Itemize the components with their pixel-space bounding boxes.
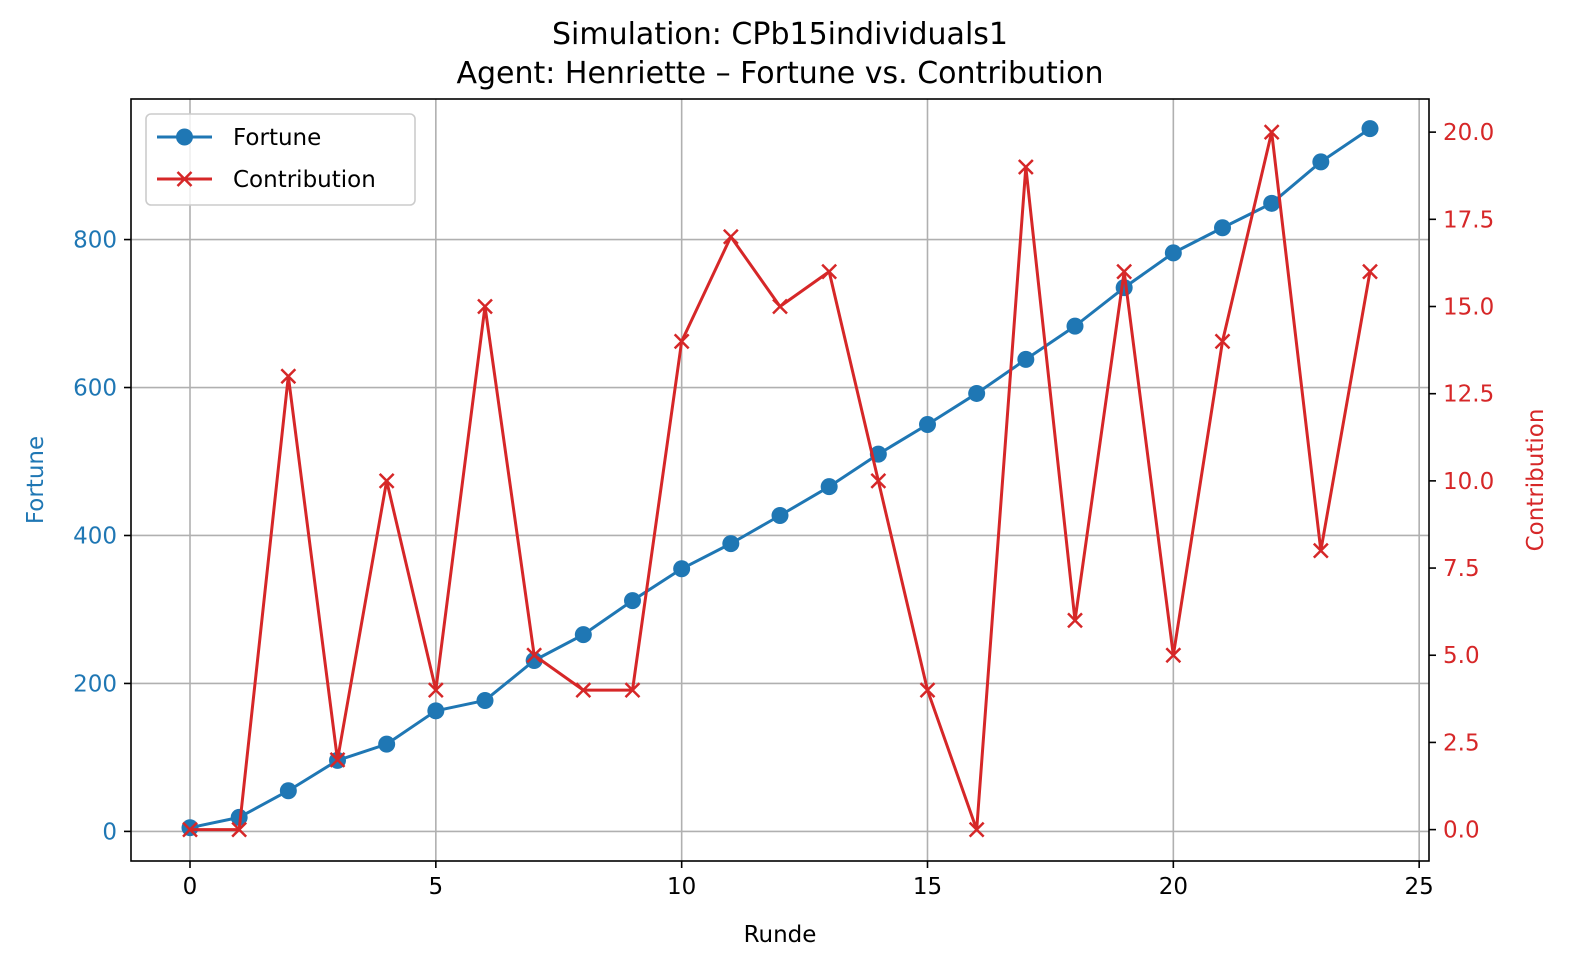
x-tick-label: 10	[667, 874, 696, 900]
y-left-tick-label: 800	[73, 228, 117, 254]
plot-series	[181, 120, 1379, 838]
contribution-point	[526, 647, 543, 664]
y-axis-left-label: Fortune	[23, 436, 49, 524]
fortune-point	[378, 735, 396, 753]
legend-label: Contribution	[233, 167, 376, 193]
fortune-point	[1066, 317, 1084, 335]
y-right-tick-label: 10.0	[1443, 469, 1494, 495]
legend-box	[145, 113, 416, 206]
x-tick-label: 0	[183, 874, 198, 900]
contribution-point	[673, 333, 690, 350]
x-tick-label: 20	[1159, 874, 1188, 900]
contribution-point	[477, 298, 493, 315]
plot-frame	[130, 98, 1430, 862]
fortune-point	[574, 626, 592, 644]
contribution-point	[821, 263, 838, 280]
fortune-point	[771, 507, 789, 525]
fortune-point	[820, 478, 838, 496]
fortune-point	[525, 652, 543, 670]
legend-marker-x	[176, 171, 193, 187]
y-left-tick-label: 600	[73, 376, 117, 402]
fortune-point	[673, 560, 691, 578]
contribution-point	[1214, 333, 1231, 350]
contribution-point	[329, 751, 346, 768]
contribution-point	[575, 682, 592, 699]
fortune-point	[279, 782, 297, 800]
y-right-tick-label: 12.5	[1443, 382, 1494, 408]
contribution-point	[772, 298, 788, 315]
y-right-tick-label: 7.5	[1443, 556, 1480, 582]
x-axis-label: Runde	[744, 922, 817, 948]
contribution-point	[919, 682, 936, 699]
y-left-tick-label: 400	[73, 523, 117, 549]
grid	[131, 99, 1429, 861]
fortune-point	[968, 384, 986, 402]
contribution-point	[722, 228, 739, 245]
contribution-point	[427, 682, 444, 699]
chart-title-line-1: Simulation: CPb15individuals1	[552, 17, 1008, 52]
contribution-point	[624, 682, 641, 699]
fortune-point	[1361, 120, 1379, 138]
y-right-tick-label: 15.0	[1443, 295, 1494, 321]
y-axis-right-label: Contribution	[1523, 409, 1549, 552]
x-tick-label: 15	[913, 874, 942, 900]
fortune-point	[427, 702, 445, 720]
contribution-point	[231, 821, 248, 838]
contribution-point	[1067, 612, 1083, 629]
y-right-tick-label: 5.0	[1443, 643, 1480, 669]
legend: Fortune Contribution	[145, 113, 416, 206]
fortune-point	[1164, 244, 1182, 262]
y-right-tick-label: 20.0	[1443, 120, 1494, 146]
legend-label: Fortune	[233, 125, 321, 151]
x-tick-label: 25	[1405, 874, 1434, 900]
contribution-point	[1362, 263, 1378, 280]
y-left-tick-label: 200	[73, 671, 117, 697]
axes: 0 5 10 15 20 25 0 200 400 600 800 0.0 2.5 5.0 7.5 10.0 1…	[73, 120, 1494, 900]
contribution-point	[1165, 647, 1182, 664]
fortune-point	[1263, 194, 1281, 212]
contribution-point	[1116, 263, 1133, 280]
chart-title-line-2: Agent: Henriette – Fortune vs. Contribut…	[456, 56, 1103, 91]
contribution-point	[1017, 159, 1034, 175]
contribution-point	[1263, 124, 1280, 141]
contribution-point	[182, 821, 198, 838]
fortune-point	[1312, 153, 1330, 171]
fortune-point	[919, 416, 936, 434]
y-right-tick-label: 0.0	[1443, 818, 1480, 844]
fortune-point	[476, 691, 494, 709]
contribution-point	[968, 821, 985, 838]
y-left-tick-label: 0	[102, 819, 117, 845]
contribution-point	[280, 368, 297, 385]
fortune-point	[181, 819, 199, 837]
contribution-point	[378, 472, 395, 489]
fortune-point	[1017, 350, 1035, 368]
legend-marker-circle	[176, 128, 193, 146]
contribution-point	[870, 472, 887, 489]
fortune-point	[1214, 219, 1231, 237]
fortune-point	[624, 592, 641, 610]
fortune-point	[722, 535, 740, 553]
x-tick-label: 5	[429, 874, 444, 900]
y-right-tick-label: 2.5	[1443, 730, 1480, 756]
contribution-point	[1312, 542, 1329, 559]
y-right-tick-label: 17.5	[1443, 207, 1494, 233]
